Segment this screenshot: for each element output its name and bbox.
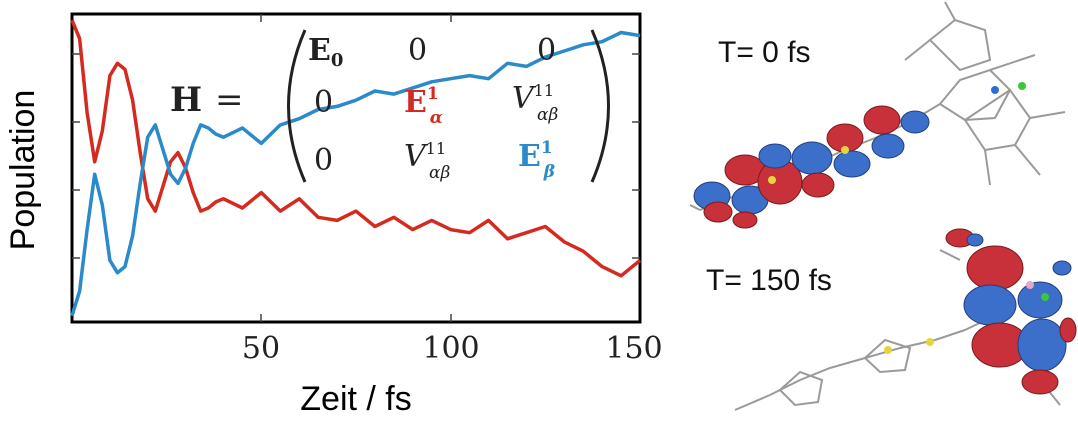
- x-tick-label-50: 50: [242, 331, 280, 366]
- svg-text:0: 0: [537, 33, 556, 68]
- plot-frame: [70, 12, 642, 324]
- y-ticks: [72, 53, 640, 259]
- svg-text:0: 0: [408, 33, 427, 68]
- svg-text:0: 0: [314, 85, 333, 120]
- x-tick-label-150: 150: [605, 331, 662, 366]
- svg-text:H: H: [170, 80, 202, 120]
- svg-text:0: 0: [314, 143, 333, 178]
- y-axis-label: Population: [4, 90, 42, 251]
- molecule-orbital-t150: [734, 228, 1077, 411]
- x-tick-label-100: 100: [422, 331, 479, 366]
- series-line-red: [70, 19, 642, 278]
- svg-text:=: =: [215, 80, 244, 120]
- molecule-orbital-t0: [689, 1, 1066, 229]
- x-ticks: [260, 14, 452, 322]
- series-line-blue: [70, 30, 641, 317]
- time-label-150fs: T= 150 fs: [706, 264, 832, 297]
- x-axis-label: Zeit / fs: [300, 380, 411, 418]
- time-label-0fs: T= 0 fs: [718, 36, 811, 69]
